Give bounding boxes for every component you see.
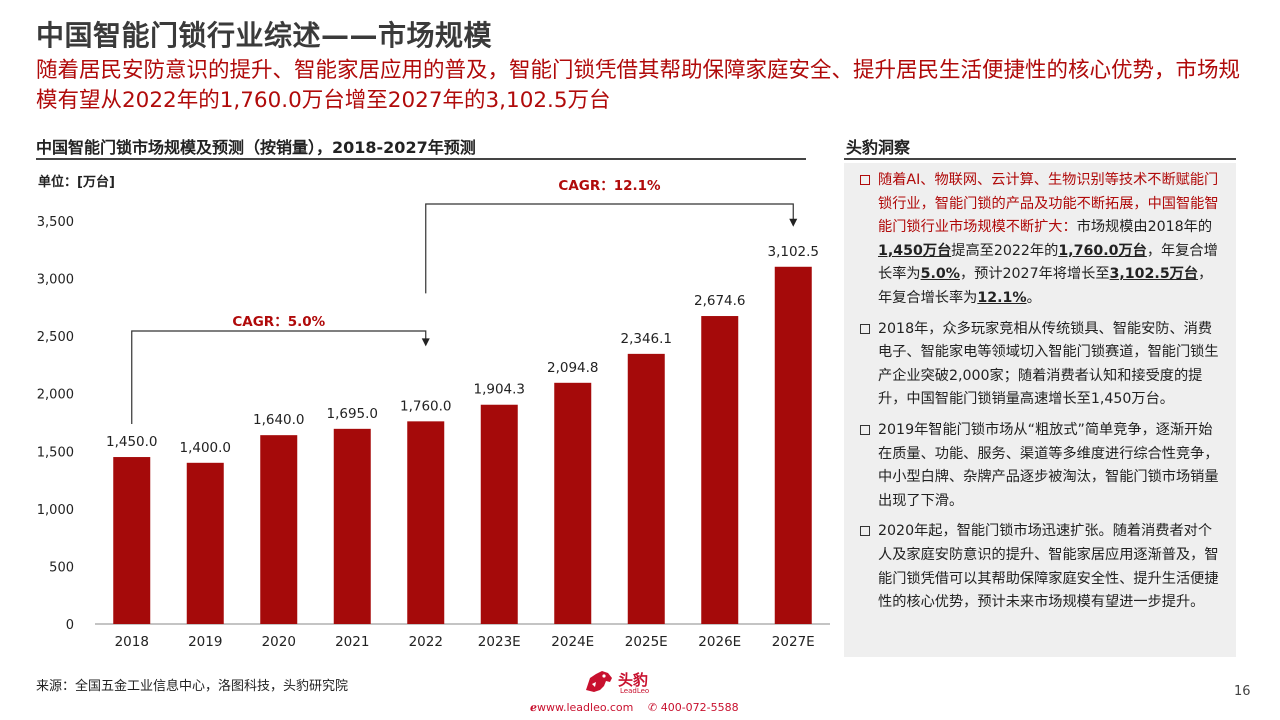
- bar: [480, 404, 518, 624]
- y-tick-label: 2,500: [37, 330, 74, 345]
- y-tick-label: 2,000: [37, 388, 74, 403]
- insight-1-value-2018: 1,450万台: [878, 242, 952, 259]
- x-tick-label: 2022: [409, 634, 443, 650]
- bar: [113, 457, 151, 624]
- x-tick-label: 2027E: [772, 634, 815, 650]
- bar-value-label: 1,450.0: [106, 434, 158, 450]
- footer-website[interactable]: ℯwww.leadleo.com: [530, 701, 633, 714]
- insight-1-cagr-2: 12.1%: [977, 289, 1027, 306]
- bar: [260, 435, 298, 624]
- y-tick-label: 0: [66, 618, 74, 633]
- insight-1-detail: 市场规模由2018年的1,450万台提高至2022年的1,760.0万台，年复合…: [878, 219, 1218, 306]
- insight-1-text-f: 。: [1026, 289, 1041, 306]
- x-tick-label: 2023E: [478, 634, 521, 650]
- page-title: 中国智能门锁行业综述——市场规模: [36, 19, 493, 52]
- insight-4-text: 2020年起，智能门锁市场迅速扩张。随着消费者对个人及家庭安防意识的提升、智能家…: [878, 523, 1219, 611]
- y-tick-label: 500: [49, 560, 74, 575]
- x-tick-label: 2020: [262, 634, 296, 650]
- x-tick-label: 2018: [115, 634, 149, 650]
- logo-subtext: LeadLeo: [620, 687, 650, 695]
- insight-1-text-d: ，预计2027年将增长至: [959, 266, 1110, 283]
- x-tick-label: 2021: [335, 634, 369, 650]
- bar-value-label: 1,904.3: [473, 382, 525, 398]
- bar: [701, 316, 739, 624]
- web-e-icon: ℯ: [530, 701, 537, 714]
- insight-1-text-e: ，年复合增长率为: [878, 266, 1213, 306]
- arrow-down-icon: [789, 218, 798, 227]
- bar: [407, 421, 445, 624]
- insight-bullet-2: 2018年，众多玩家竞相从传统锁具、智能安防、消费电子、智能家电等领域切入智能门…: [860, 318, 1224, 412]
- page-number: 16: [1234, 684, 1251, 699]
- insight-bullet-4: 2020年起，智能门锁市场迅速扩张。随着消费者对个人及家庭安防意识的提升、智能家…: [860, 520, 1224, 614]
- arrow-down-icon: [421, 338, 430, 347]
- bar-value-label: 2,346.1: [620, 331, 672, 347]
- bar-value-label: 1,640.0: [253, 412, 305, 428]
- logo-text: 头豹: [618, 671, 649, 689]
- bar-chart: 0 500 1,000 1,500 2,000 2,500 3,000 3,500 1,450.…: [37, 178, 830, 650]
- insight-1-text-a: 市场规模由2018年的: [1076, 219, 1213, 236]
- bar: [774, 266, 812, 624]
- insight-3-text: 2019年智能门锁市场从“粗放式”简单竞争，逐渐开始在质量、功能、服务、渠道等多…: [878, 421, 1219, 509]
- cagr-bracket: [131, 330, 427, 425]
- bar: [627, 353, 665, 624]
- bar-value-label: 1,400.0: [179, 440, 231, 456]
- checkbox-bullet-icon: [860, 424, 870, 435]
- page-subtitle: 随着居民安防意识的提升、智能家居应用的普及，智能门锁凭借其帮助保障家庭安全、提升…: [36, 58, 1241, 113]
- bar-value-label: 1,695.0: [326, 406, 378, 422]
- insight-1-text-c: ，年复合增长率为: [878, 242, 1218, 283]
- checkbox-bullet-icon: [860, 175, 870, 185]
- insight-2-text: 2018年，众多玩家竞相从传统锁具、智能安防、消费电子、智能家电等领域切入智能门…: [878, 320, 1219, 408]
- y-tick-label: 3,500: [37, 215, 74, 230]
- cagr-label: CAGR：5.0%: [232, 314, 325, 330]
- y-tick-label: 1,000: [37, 503, 74, 518]
- cagr-label: CAGR：12.1%: [558, 178, 661, 194]
- x-tick-label: 2019: [188, 634, 222, 650]
- insight-1-intro: 随着AI、物联网、云计算、生物识别等技术不断赋能门锁行业，智能门锁的产品及功能不…: [878, 172, 1219, 236]
- insight-panel: 随着AI、物联网、云计算、生物识别等技术不断赋能门锁行业，智能门锁的产品及功能不…: [844, 163, 1236, 657]
- y-tick-label: 3,000: [37, 273, 74, 288]
- insight-title-divider: [844, 158, 1236, 160]
- insight-1-cagr-1: 5.0%: [920, 266, 960, 283]
- chart-title-divider: [36, 158, 806, 160]
- footer-phone: ✆ 400-072-5588: [648, 701, 739, 714]
- source-note: 来源：全国五金工业信息中心，洛图科技，头豹研究院: [36, 679, 349, 694]
- x-tick-label: 2026E: [698, 634, 741, 650]
- x-tick-label: 2025E: [625, 634, 668, 650]
- x-tick-label: 2024E: [551, 634, 594, 650]
- bar: [186, 462, 224, 624]
- footer-website-text: www.leadleo.com: [537, 701, 634, 714]
- insight-title: 头豹洞察: [846, 138, 911, 157]
- leadleo-logo: 头豹 LeadLeo: [584, 668, 664, 698]
- bar-value-label: 1,760.0: [400, 398, 452, 414]
- footer-phone-text: 400-072-5588: [660, 701, 739, 714]
- insight-bullet-1: 随着AI、物联网、云计算、生物识别等技术不断赋能门锁行业，智能门锁的产品及功能不…: [860, 169, 1224, 311]
- checkbox-bullet-icon: [860, 323, 870, 334]
- bar-value-label: 2,094.8: [547, 360, 599, 376]
- cagr-bracket: [425, 203, 794, 294]
- insight-1-text-b: 提高至2022年的: [951, 242, 1059, 259]
- phone-icon: ✆: [648, 701, 661, 714]
- insight-bullet-3: 2019年智能门锁市场从“粗放式”简单竞争，逐渐开始在质量、功能、服务、渠道等多…: [860, 419, 1224, 513]
- chart-unit-label: 单位：[万台]: [38, 175, 115, 190]
- bar-value-label: 2,674.6: [694, 293, 746, 309]
- chart-title: 中国智能门锁市场规模及预测（按销量），2018-2027年预测: [36, 138, 476, 157]
- y-tick-label: 1,500: [37, 445, 74, 460]
- leopard-logo-icon: [586, 671, 612, 692]
- bar: [554, 382, 592, 624]
- insight-1-value-2027: 3,102.5万台: [1109, 266, 1199, 283]
- bar-value-label: 3,102.5: [767, 244, 819, 260]
- checkbox-bullet-icon: [860, 526, 870, 537]
- bar: [333, 428, 371, 624]
- insight-1-value-2022: 1,760.0万台: [1058, 242, 1147, 259]
